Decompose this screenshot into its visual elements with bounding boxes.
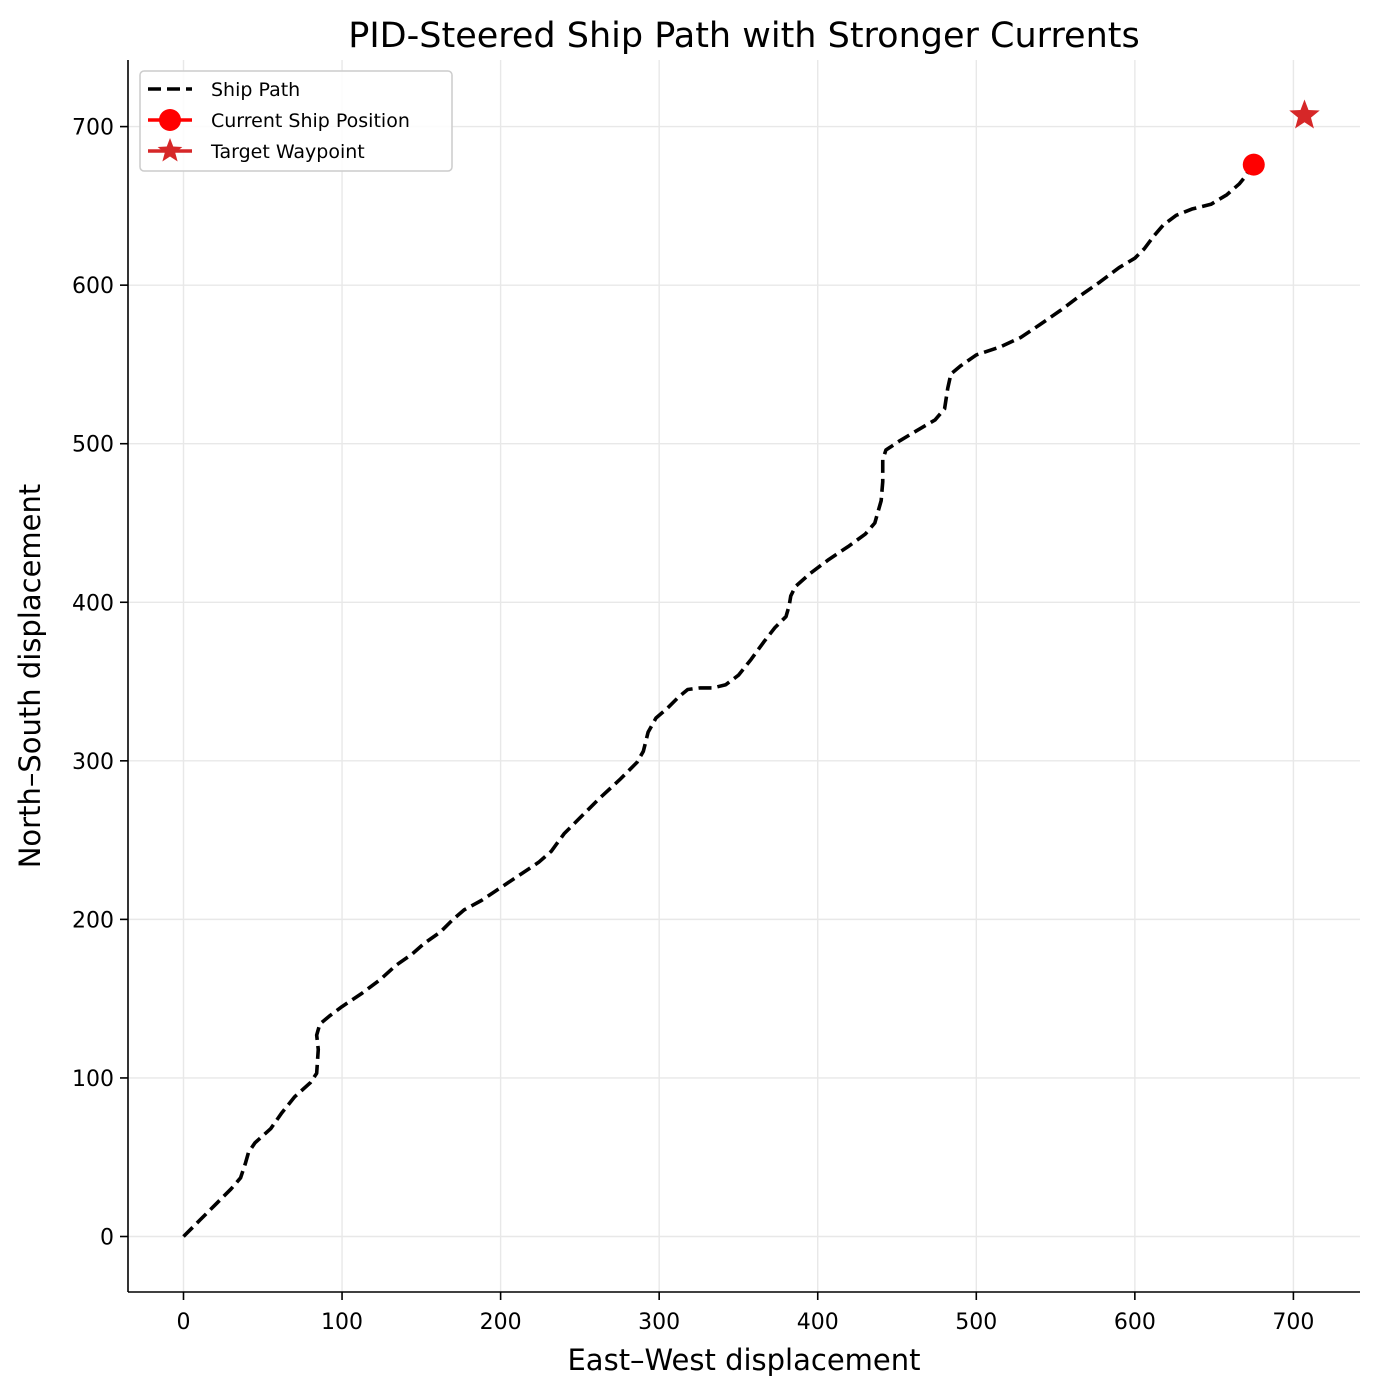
x-tick-label-500: 500	[955, 1310, 997, 1335]
y-tick-label-0: 0	[100, 1226, 114, 1251]
x-axis-label: East–West displacement	[567, 1343, 920, 1377]
y-tick-label-400: 400	[72, 591, 114, 616]
y-tick-label-600: 600	[72, 274, 114, 299]
target-waypoint-marker	[1289, 99, 1320, 129]
x-tick-label-0: 0	[176, 1310, 190, 1335]
ship-path-layer	[182, 99, 1320, 1238]
y-axis-label: North–South displacement	[13, 484, 47, 869]
x-ticks: 0 100 200 300 400 500 600 700	[176, 1292, 1314, 1335]
legend: Ship Path Current Ship Position Target W…	[139, 70, 453, 172]
x-tick-label-400: 400	[797, 1310, 839, 1335]
legend-box	[139, 70, 453, 172]
ship-path-line	[182, 163, 1254, 1238]
y-ticks: 0 100 200 300 400 500 600 700	[72, 116, 128, 1251]
y-tick-label-300: 300	[72, 750, 114, 775]
legend-label-current-position: Current Ship Position	[211, 110, 410, 132]
y-tick-label-200: 200	[72, 908, 114, 933]
y-tick-label-700: 700	[72, 116, 114, 141]
legend-label-ship-path: Ship Path	[211, 79, 300, 101]
y-tick-label-500: 500	[72, 433, 114, 458]
legend-swatch-current-marker	[159, 109, 181, 131]
legend-label-target-waypoint: Target Waypoint	[210, 141, 365, 163]
x-tick-label-700: 700	[1272, 1310, 1314, 1335]
current-ship-position-marker	[1242, 153, 1265, 176]
grid-lines	[128, 60, 1360, 1292]
x-tick-label-200: 200	[480, 1310, 522, 1335]
x-tick-label-300: 300	[638, 1310, 680, 1335]
x-tick-label-100: 100	[321, 1310, 363, 1335]
x-tick-label-600: 600	[1114, 1310, 1156, 1335]
y-tick-label-100: 100	[72, 1067, 114, 1092]
legend-swatch-target-marker	[157, 138, 183, 162]
chart-title: PID-Steered Ship Path with Stronger Curr…	[348, 16, 1139, 56]
axes	[127, 60, 1360, 1293]
